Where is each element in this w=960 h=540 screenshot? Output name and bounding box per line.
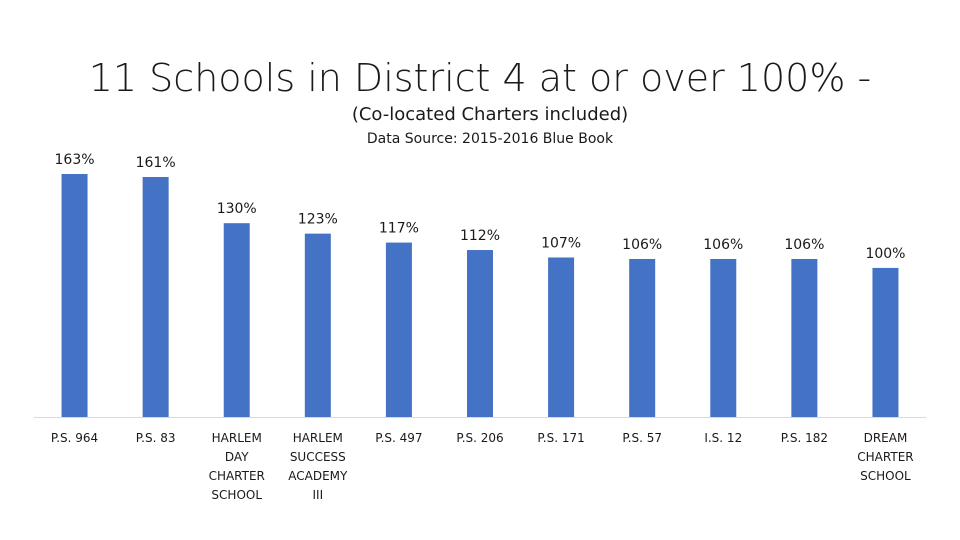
category-label-line: P.S. 182 [781,431,828,445]
data-label: 106% [784,237,824,253]
category-label-line: HARLEM [212,431,262,445]
bar [467,250,493,417]
category-label-line: P.S. 171 [537,431,584,445]
data-label: 106% [703,237,743,253]
category-label: HARLEM SUCCESS ACADEMY III [288,431,348,502]
category-label: P.S. 497 [375,431,422,445]
bar [710,258,737,417]
data-label: 123% [298,212,338,228]
category-label: P.S. 57 [622,431,662,445]
bar [791,258,818,417]
category-label-line: P.S. 206 [456,431,503,445]
category-label-line: P.S. 83 [136,431,176,445]
bar [304,233,331,417]
category-label: P.S. 206 [456,431,503,445]
category-label-line: DREAM [864,431,908,445]
category-label-line: P.S. 497 [375,431,422,445]
data-label: 107% [541,235,581,251]
data-label: 100% [865,246,905,262]
category-label-line: ACADEMY [288,469,348,483]
bar [629,258,656,417]
category-label-line: HARLEM [293,431,343,445]
category-label: P.S. 182 [781,431,828,445]
category-label: P.S. 83 [136,431,176,445]
bar [548,257,575,417]
data-label: 106% [622,237,662,253]
category-label-line: SCHOOL [211,488,262,502]
category-label-line: SUCCESS [290,450,346,464]
category-label-line: DAY [225,450,249,464]
bar [223,223,250,417]
category-label: P.S. 171 [537,431,584,445]
data-source-note: Data Source: 2015-2016 Blue Book [366,131,614,147]
data-label: 130% [217,201,257,217]
chart-title: 11 Schools in District 4 at or over 100%… [88,56,872,100]
data-label: 163% [55,152,95,168]
category-label-line: I.S. 12 [704,431,742,445]
chart-subtitle: (Co-located Charters included) [351,104,629,125]
category-label: I.S. 12 [704,431,742,445]
bar [385,242,412,417]
category-label-line: CHARTER [857,450,913,464]
bar [61,174,88,417]
category-label: HARLEM DAY CHARTER SCHOOL [209,431,265,502]
category-label-line: CHARTER [209,469,265,483]
data-label: 112% [460,228,500,244]
category-label-line: P.S. 57 [622,431,662,445]
category-label-line: III [313,488,324,502]
bar [142,176,169,417]
data-label: 117% [379,221,419,237]
category-label-line: SCHOOL [860,469,911,483]
category-label: P.S. 964 [51,431,98,445]
data-label: 161% [136,155,176,171]
bar [872,267,899,417]
category-label: DREAM CHARTER SCHOOL [857,431,913,483]
category-label-line: P.S. 964 [51,431,98,445]
